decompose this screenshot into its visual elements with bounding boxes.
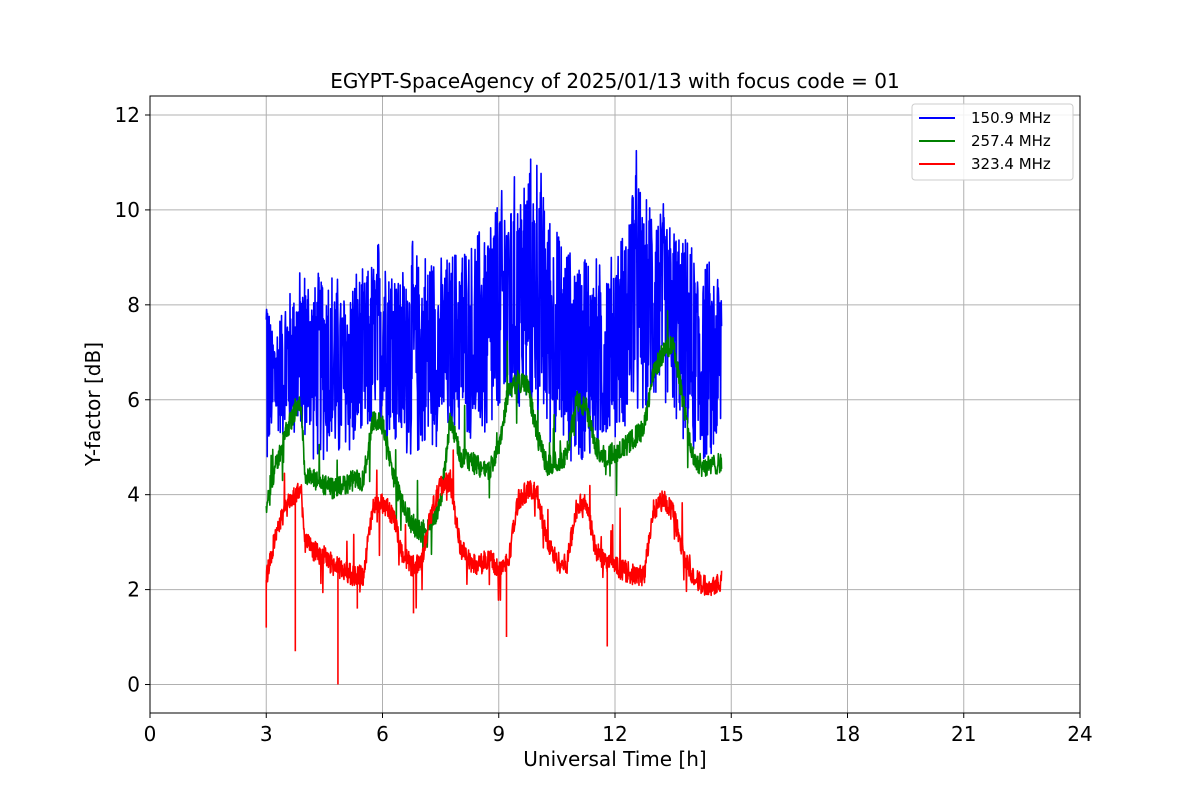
y-tick-label: 8 xyxy=(127,293,140,317)
x-tick-label: 0 xyxy=(144,722,157,746)
y-tick-label: 4 xyxy=(127,483,140,507)
y-tick-label: 10 xyxy=(115,198,140,222)
series-line-3 xyxy=(265,449,723,685)
x-axis-label: Universal Time [h] xyxy=(523,747,706,771)
x-tick-label: 15 xyxy=(719,722,744,746)
x-tick-label: 12 xyxy=(602,722,627,746)
y-tick-label: 2 xyxy=(127,578,140,602)
x-tick-label: 18 xyxy=(835,722,860,746)
legend-label: 257.4 MHz xyxy=(971,132,1051,150)
series-line-1 xyxy=(265,149,723,462)
legend-box xyxy=(911,103,1074,181)
x-tick-label: 9 xyxy=(492,722,505,746)
y-tick-label: 6 xyxy=(127,388,140,412)
y-tick-label: 12 xyxy=(115,103,140,127)
x-tick-label: 24 xyxy=(1067,722,1092,746)
x-tick-label: 21 xyxy=(951,722,976,746)
y-axis-label: Y-factor [dB] xyxy=(81,342,105,467)
y-tick-label: 0 xyxy=(127,673,140,697)
chart-title: EGYPT-SpaceAgency of 2025/01/13 with foc… xyxy=(330,69,899,93)
series-layer xyxy=(265,149,723,685)
legend-label: 150.9 MHz xyxy=(971,109,1051,127)
legend-label: 323.4 MHz xyxy=(971,155,1051,173)
x-tick-label: 6 xyxy=(376,722,389,746)
legend: 150.9 MHz 257.4 MHz 323.4 MHz xyxy=(911,103,1074,181)
x-tick-label: 3 xyxy=(260,722,273,746)
series-line-2 xyxy=(265,310,723,563)
